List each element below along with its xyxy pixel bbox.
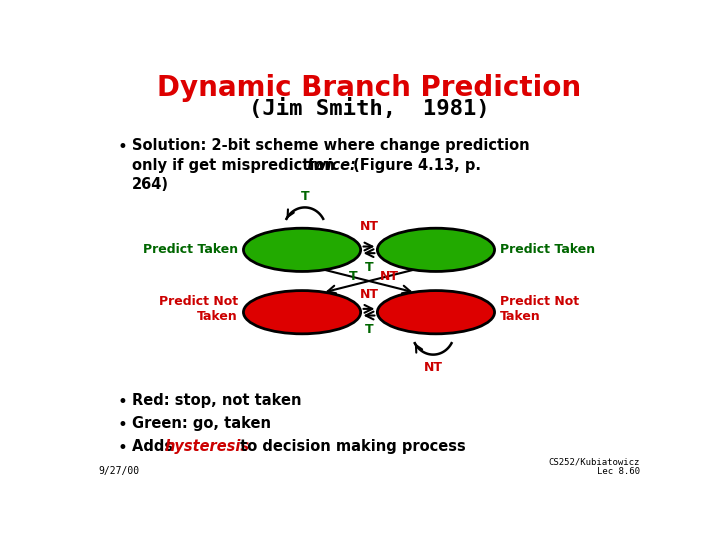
Text: Predict Taken: Predict Taken: [500, 244, 595, 256]
Text: T: T: [349, 269, 358, 282]
Ellipse shape: [243, 291, 361, 334]
Text: CS252/Kubiatowicz
Lec 8.60: CS252/Kubiatowicz Lec 8.60: [548, 457, 639, 476]
Text: Predict Not
Taken: Predict Not Taken: [158, 295, 238, 323]
Text: hysteresis: hysteresis: [164, 439, 249, 454]
Text: twice:: twice:: [306, 158, 356, 172]
Text: Solution: 2-bit scheme where change prediction: Solution: 2-bit scheme where change pred…: [132, 138, 529, 153]
Text: 264): 264): [132, 178, 169, 192]
Text: Predict Taken: Predict Taken: [143, 244, 238, 256]
Text: •: •: [118, 416, 127, 434]
Text: T: T: [300, 190, 309, 203]
Text: (Jim Smith,  1981): (Jim Smith, 1981): [248, 98, 490, 119]
Text: Green: go, taken: Green: go, taken: [132, 416, 271, 431]
Text: Red: stop, not taken: Red: stop, not taken: [132, 393, 302, 408]
Text: (Figure 4.13, p.: (Figure 4.13, p.: [348, 158, 482, 172]
Text: to decision making process: to decision making process: [235, 439, 466, 454]
Text: Dynamic Branch Prediction: Dynamic Branch Prediction: [157, 73, 581, 102]
Ellipse shape: [377, 228, 495, 272]
Text: •: •: [118, 138, 127, 156]
Text: Predict Not
Taken: Predict Not Taken: [500, 295, 580, 323]
Text: •: •: [118, 393, 127, 411]
Text: T: T: [365, 261, 373, 274]
Text: NT: NT: [380, 271, 399, 284]
Text: Adds: Adds: [132, 439, 178, 454]
Text: T: T: [365, 323, 373, 336]
Text: NT: NT: [423, 361, 443, 374]
Text: •: •: [118, 439, 127, 457]
Ellipse shape: [243, 228, 361, 272]
Text: NT: NT: [359, 220, 379, 233]
Ellipse shape: [377, 291, 495, 334]
Text: NT: NT: [359, 288, 379, 301]
Text: only if get misprediction: only if get misprediction: [132, 158, 340, 172]
Text: 9/27/00: 9/27/00: [99, 467, 140, 476]
